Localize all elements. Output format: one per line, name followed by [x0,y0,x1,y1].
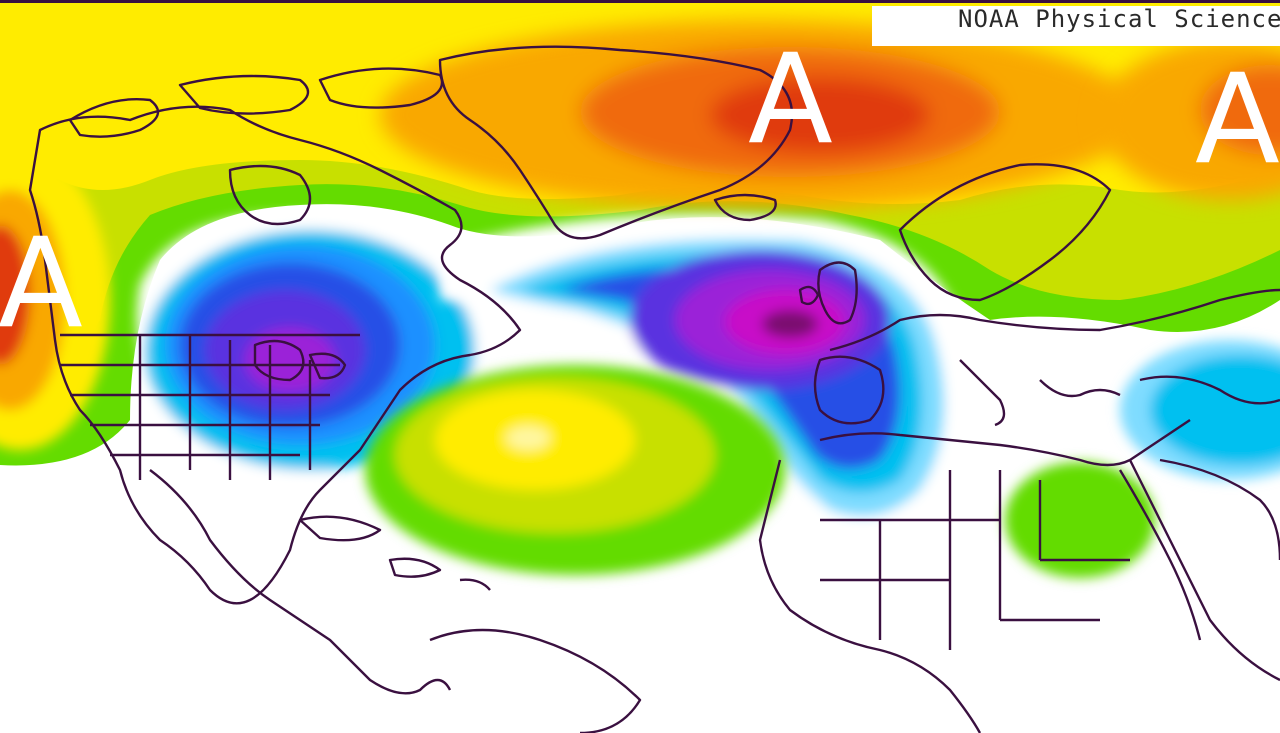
positive-anomaly-scandinavia [1100,40,1280,200]
coastlines [28,45,1280,733]
top-border [0,0,1280,3]
negative-anomaly-middle-east [1120,340,1280,480]
credit-text: NOAA Physical Science [958,5,1280,33]
positive-anomaly-northeast-pacific [0,150,110,450]
anomaly-label-scandinavia: A [1195,48,1280,192]
positive-anomaly-greenland [380,20,1140,210]
anomaly-label-pacific: A [0,212,83,356]
anomaly-label-greenland: A [748,28,833,172]
credit-banner [872,6,1280,46]
negative-anomaly-eastern-atlantic [440,214,975,536]
positive-anomaly-egypt [1005,462,1155,578]
positive-anomaly-central-atlantic [365,365,785,575]
